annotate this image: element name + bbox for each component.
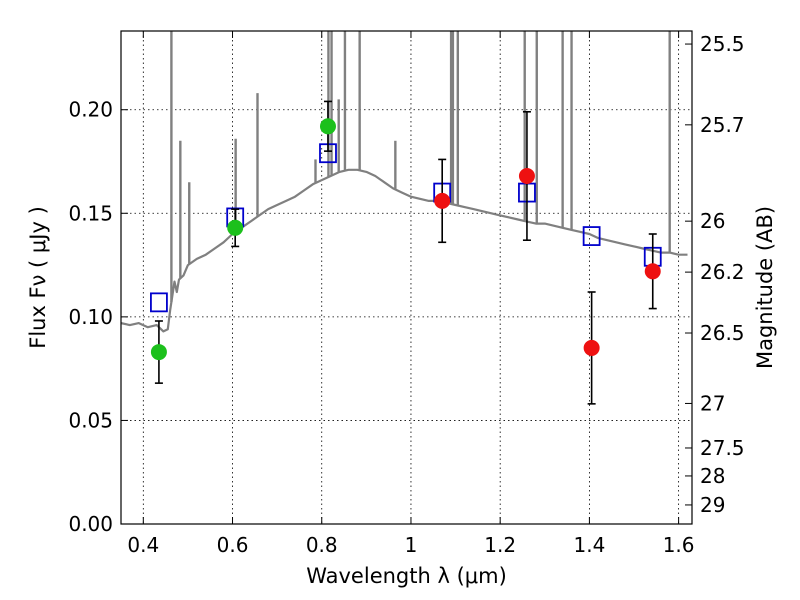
observed-flux-point: [644, 263, 661, 280]
x-tick-label: 1.6: [663, 533, 695, 557]
grid-layer: [121, 31, 692, 525]
y-tick-label: 0.20: [68, 98, 113, 122]
x-tick-label: 0.6: [217, 533, 249, 557]
x-tick-label: 0.8: [306, 533, 338, 557]
observed-flux-point: [583, 339, 600, 356]
x-tick-label: 1.4: [573, 533, 605, 557]
magnitude-tick-label: 27.5: [700, 436, 745, 460]
magnitude-axis-label: Magnitude (AB): [753, 206, 777, 369]
observed-flux-point: [150, 344, 167, 361]
plot-frame: [120, 30, 693, 525]
magnitude-tick-label: 26.5: [700, 321, 745, 345]
x-tick-label: 0.4: [127, 533, 159, 557]
magnitude-tick-label: 29: [700, 493, 725, 517]
magnitude-tick-label: 25.5: [700, 32, 745, 56]
sed-continuum-line: [121, 168, 688, 333]
observed-flux-point: [434, 192, 451, 209]
sed-layer: [121, 31, 688, 333]
y-tick-label: 0.05: [68, 408, 113, 432]
points-layer: [150, 100, 662, 405]
y-tick-label: 0.15: [68, 201, 113, 225]
magnitude-tick-label: 27: [700, 391, 725, 415]
x-tick-label: 1: [405, 533, 418, 557]
observed-flux-point: [319, 118, 336, 135]
y-tick-label: 0.00: [68, 512, 113, 536]
model-photometry-square: [150, 292, 168, 313]
x-axis-label: Wavelength λ (μm): [306, 564, 507, 588]
model-photometry-square: [582, 226, 601, 246]
y-axis-label: Flux Fν ( μJy ): [26, 206, 50, 349]
observed-flux-point: [518, 168, 535, 184]
magnitude-tick-label: 26: [700, 209, 725, 233]
y-tick-label: 0.10: [68, 305, 113, 329]
x-tick-label: 1.2: [484, 533, 516, 557]
ticks-layer: 0.4 0.6 0.8 1 1.2 1.4 1.6 0.00 0.05 0.10 0.15 0.20 2…: [68, 31, 745, 557]
magnitude-tick-label: 25.7: [700, 113, 745, 137]
observed-flux-point: [227, 219, 244, 236]
magnitude-tick-label: 26.2: [700, 260, 745, 284]
magnitude-tick-label: 28: [700, 464, 725, 488]
